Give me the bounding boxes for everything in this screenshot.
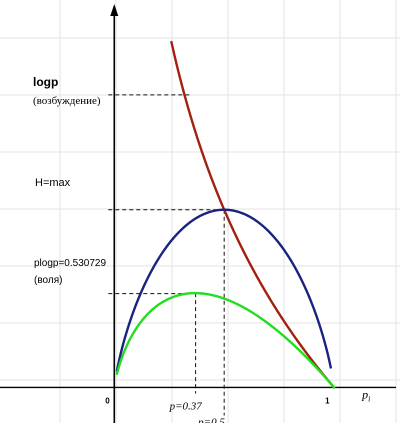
x-tick-label: 0 <box>105 396 110 405</box>
y-annotation-plogp-line-1: (воля) <box>34 275 62 286</box>
y-annotation-plogp-line-0: plogp=0.530729 <box>34 258 106 269</box>
x-axis-label-subscript: i <box>368 394 370 403</box>
labels: pi 0 1 logp (возбуждение) H=max plogp=0.53072… <box>33 75 370 423</box>
x-axis-label: pi <box>361 387 370 403</box>
x-annotation-label: p=0.5 <box>197 416 225 423</box>
series-neg_log-curve <box>170 40 336 389</box>
series-group <box>115 40 336 389</box>
y-annotation-hmax-line-0: H=max <box>35 177 71 189</box>
axes <box>0 4 396 423</box>
y-annotation-logp-line-0: logp <box>33 75 58 89</box>
series-plogp-curve <box>115 291 336 389</box>
y-annotation-logp-line-1: (возбуждение) <box>33 95 101 107</box>
x-axis-label-main: p <box>361 387 368 401</box>
series-entropy-curve <box>115 208 332 372</box>
x-tick-label: 1 <box>325 396 330 405</box>
guide-lines <box>108 94 225 416</box>
x-annotation-label: p=0.37 <box>169 400 203 412</box>
y-axis-arrow <box>110 4 119 16</box>
